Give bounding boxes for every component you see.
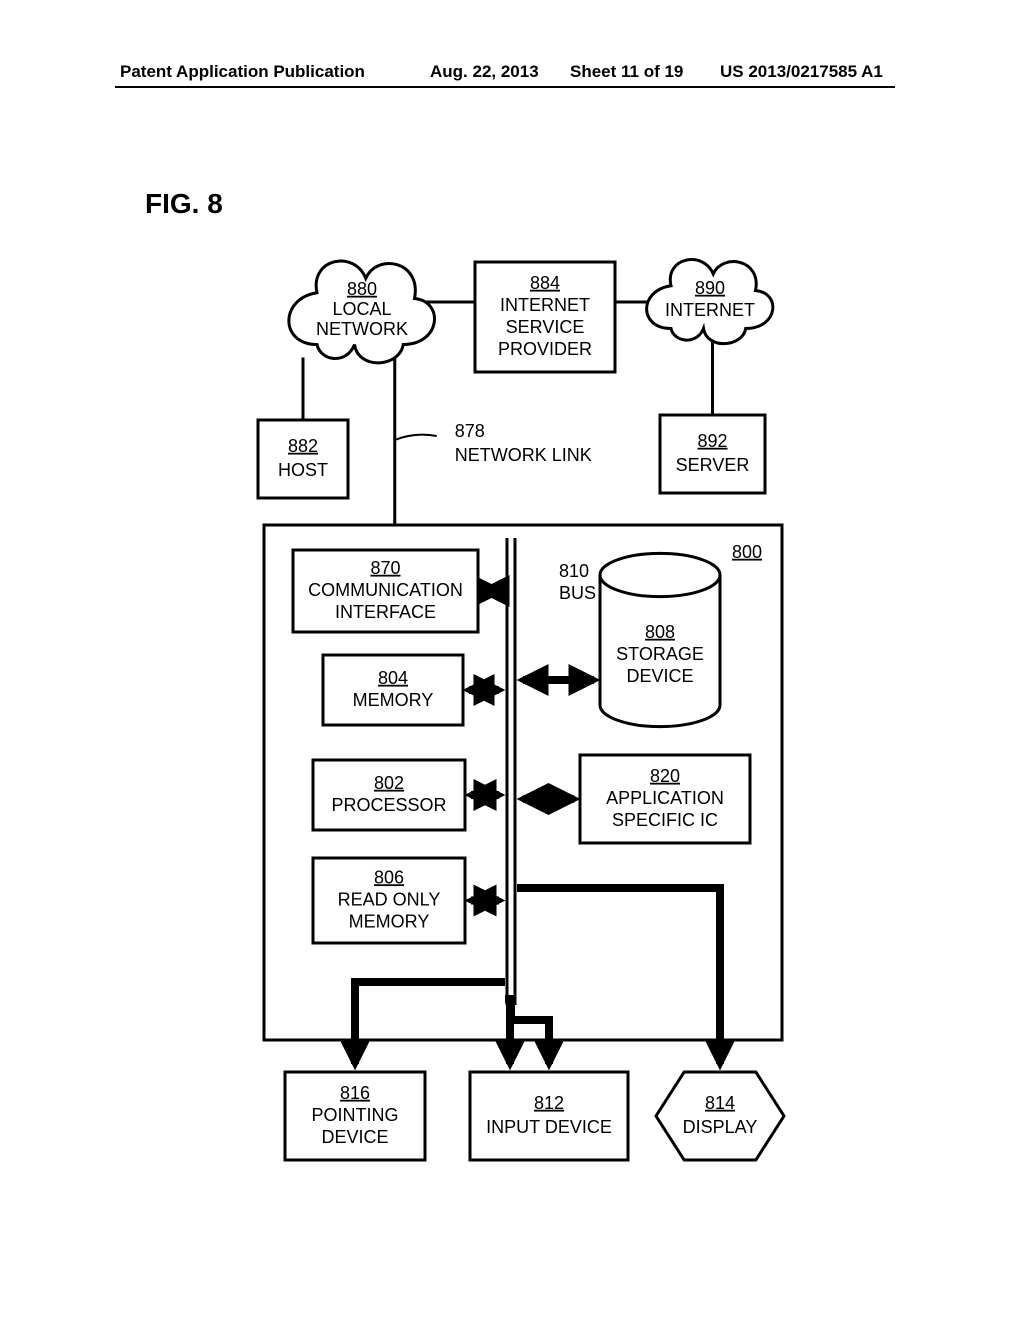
svg-text:890: 890 [695, 278, 725, 298]
svg-text:SPECIFIC IC: SPECIFIC IC [612, 810, 718, 830]
svg-text:PROCESSOR: PROCESSOR [331, 795, 446, 815]
svg-text:870: 870 [370, 558, 400, 578]
svg-text:HOST: HOST [278, 460, 328, 480]
svg-text:INTERFACE: INTERFACE [335, 602, 436, 622]
svg-text:820: 820 [650, 766, 680, 786]
svg-text:DEVICE: DEVICE [321, 1127, 388, 1147]
svg-text:892: 892 [697, 431, 727, 451]
svg-text:878: 878 [455, 421, 485, 441]
svg-text:SERVER: SERVER [676, 455, 750, 475]
svg-text:808: 808 [645, 622, 675, 642]
svg-text:READ ONLY: READ ONLY [338, 889, 441, 909]
svg-text:804: 804 [378, 668, 408, 688]
svg-text:880: 880 [347, 279, 377, 299]
svg-text:816: 816 [340, 1083, 370, 1103]
svg-text:882: 882 [288, 436, 318, 456]
svg-text:INTERNET: INTERNET [665, 300, 755, 320]
svg-text:NETWORK: NETWORK [316, 319, 408, 339]
svg-text:806: 806 [374, 867, 404, 887]
svg-text:812: 812 [534, 1093, 564, 1113]
svg-text:INTERNET: INTERNET [500, 295, 590, 315]
svg-text:802: 802 [374, 773, 404, 793]
svg-text:LOCAL: LOCAL [332, 299, 391, 319]
svg-text:884: 884 [530, 273, 560, 293]
svg-text:MEMORY: MEMORY [349, 911, 430, 931]
svg-text:814: 814 [705, 1093, 735, 1113]
svg-text:COMMUNICATION: COMMUNICATION [308, 580, 463, 600]
svg-text:SERVICE: SERVICE [506, 317, 585, 337]
svg-text:DEVICE: DEVICE [626, 666, 693, 686]
svg-text:DISPLAY: DISPLAY [683, 1117, 758, 1137]
svg-text:STORAGE: STORAGE [616, 644, 704, 664]
svg-text:POINTING: POINTING [311, 1105, 398, 1125]
svg-text:MEMORY: MEMORY [353, 690, 434, 710]
svg-text:PROVIDER: PROVIDER [498, 339, 592, 359]
svg-text:INPUT DEVICE: INPUT DEVICE [486, 1117, 612, 1137]
svg-text:BUS: BUS [559, 583, 596, 603]
svg-text:800: 800 [732, 542, 762, 562]
svg-text:NETWORK LINK: NETWORK LINK [455, 445, 592, 465]
system-diagram: 880LOCALNETWORK884INTERNETSERVICEPROVIDE… [0, 0, 1024, 1320]
svg-text:810: 810 [559, 561, 589, 581]
svg-text:APPLICATION: APPLICATION [606, 788, 724, 808]
